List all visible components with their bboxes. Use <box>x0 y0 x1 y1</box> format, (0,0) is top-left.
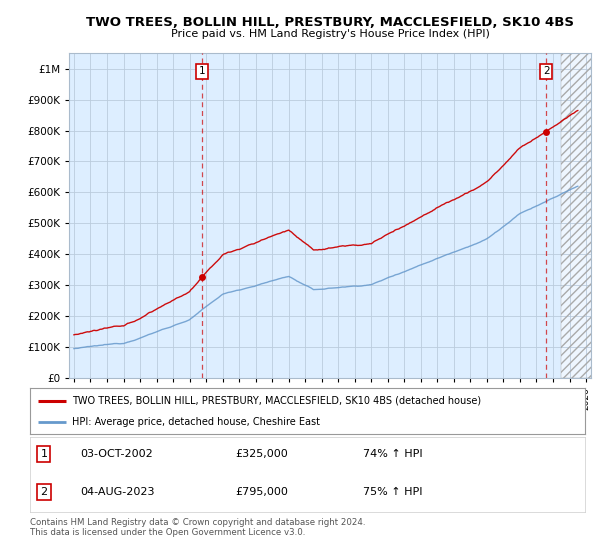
Text: TWO TREES, BOLLIN HILL, PRESTBURY, MACCLESFIELD, SK10 4BS (detached house): TWO TREES, BOLLIN HILL, PRESTBURY, MACCL… <box>71 395 481 405</box>
Text: Price paid vs. HM Land Registry's House Price Index (HPI): Price paid vs. HM Land Registry's House … <box>170 29 490 39</box>
Text: 2: 2 <box>543 66 550 76</box>
Text: Contains HM Land Registry data © Crown copyright and database right 2024.
This d: Contains HM Land Registry data © Crown c… <box>30 518 365 538</box>
Text: 75% ↑ HPI: 75% ↑ HPI <box>363 487 422 497</box>
Text: 03-OCT-2002: 03-OCT-2002 <box>80 449 152 459</box>
Text: 1: 1 <box>199 66 205 76</box>
Text: £325,000: £325,000 <box>235 449 288 459</box>
Text: HPI: Average price, detached house, Cheshire East: HPI: Average price, detached house, Ches… <box>71 417 320 427</box>
Text: TWO TREES, BOLLIN HILL, PRESTBURY, MACCLESFIELD, SK10 4BS: TWO TREES, BOLLIN HILL, PRESTBURY, MACCL… <box>86 16 574 29</box>
Text: £795,000: £795,000 <box>235 487 288 497</box>
Text: 1: 1 <box>40 449 47 459</box>
Text: 04-AUG-2023: 04-AUG-2023 <box>80 487 154 497</box>
Text: 2: 2 <box>40 487 47 497</box>
Text: 74% ↑ HPI: 74% ↑ HPI <box>363 449 422 459</box>
